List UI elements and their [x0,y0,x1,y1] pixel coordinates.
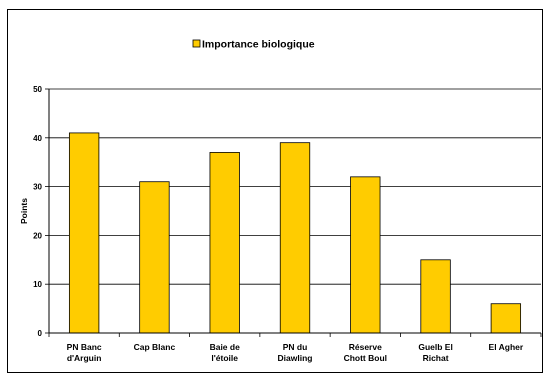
x-category-label-line: d'Arguin [67,353,102,363]
x-category-label-line: PN Banc [67,342,102,352]
legend-swatch [192,39,201,48]
legend-label: Importance biologique [202,39,315,51]
axes [48,89,542,337]
bar [139,181,170,334]
x-category-label-line: Guelb El [418,342,452,352]
x-category-label: Cap Blanc [134,342,176,352]
legend: Importance biologique [192,39,315,51]
x-category-label-line: Richat [423,353,449,363]
x-category-label-line: Cap Blanc [134,342,176,352]
x-category-label-line: Baie de [210,342,241,352]
y-tick-label: 40 [33,134,42,143]
y-tick-label: 30 [33,183,42,192]
x-category-label: El Agher [489,342,524,352]
x-category-label: Réserve Chott Boul [344,342,387,363]
y-axis-title: Points [19,198,29,224]
y-tick-labels: 0 10 20 30 40 50 [33,85,42,338]
x-category-label-line: Diawling [278,353,313,363]
x-category-label-line: Réserve [349,342,382,352]
x-category-label-line: PN du [283,342,308,352]
x-category-label: Guelb El Richat [418,342,452,363]
bar [490,303,522,334]
y-tick-label: 50 [33,85,42,94]
x-category-label-line: l'étoile [211,353,238,363]
bar [279,142,311,334]
bar [420,259,451,334]
y-tick-label: 10 [33,280,42,289]
x-category-label-line: El Agher [489,342,524,352]
y-tick-label: 0 [38,329,43,338]
y-tick-label: 20 [33,231,42,240]
x-category-label: PN Banc d'Arguin [67,342,102,363]
x-category-label-line: Chott Boul [344,353,387,363]
bar [350,176,381,334]
bar [68,132,100,334]
bars [68,132,522,334]
x-category-labels: PN Banc d'Arguin Cap Blanc Baie de l'étoile P… [67,342,524,363]
x-category-label: PN du Diawling [278,342,313,363]
x-category-label: Baie de l'étoile [210,342,241,363]
bar [209,152,240,334]
